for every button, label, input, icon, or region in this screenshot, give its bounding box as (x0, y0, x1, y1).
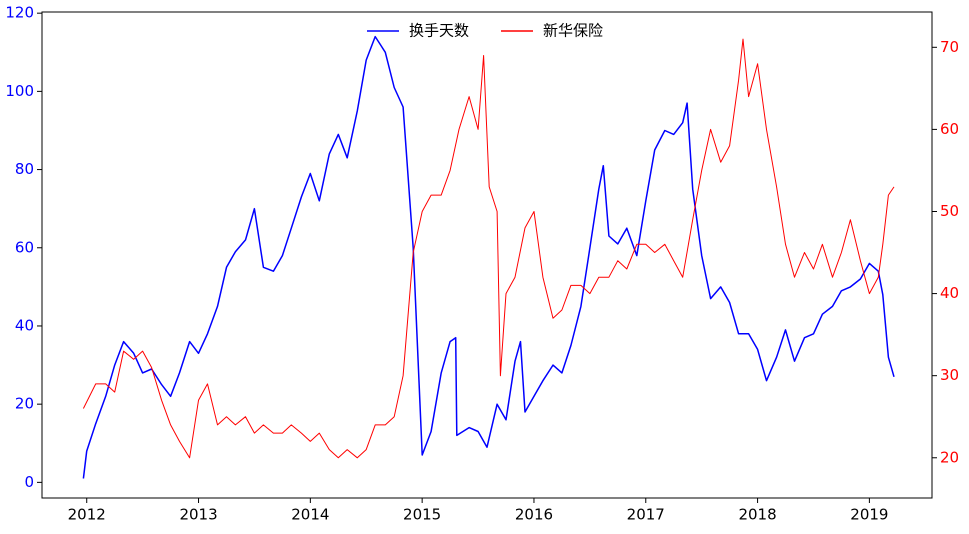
legend-label: 换手天数 (409, 22, 469, 40)
y-tick-label: 0 (24, 473, 34, 491)
y2-tick-label: 40 (940, 284, 959, 302)
x-tick-label: 2012 (68, 506, 106, 524)
y-tick-label: 120 (5, 4, 34, 22)
y2-tick-label: 20 (940, 448, 959, 466)
y2-tick-label: 30 (940, 366, 959, 384)
y-tick-label: 80 (15, 160, 34, 178)
y2-tick-label: 50 (940, 202, 959, 220)
x-tick-label: 2016 (515, 506, 553, 524)
y2-tick-label: 70 (940, 38, 959, 56)
y2-tick-label: 60 (940, 120, 959, 138)
x-tick-label: 2019 (850, 506, 888, 524)
y-tick-label: 20 (15, 395, 34, 413)
y-tick-label: 60 (15, 238, 34, 256)
y-tick-label: 40 (15, 316, 34, 334)
y-tick-label: 100 (5, 82, 34, 100)
plot-frame (41, 11, 933, 499)
legend-label: 新华保险 (543, 22, 603, 40)
series-line (82, 38, 895, 459)
x-tick-label: 2017 (627, 506, 665, 524)
x-tick-label: 2014 (291, 506, 329, 524)
x-tick-label: 2015 (403, 506, 441, 524)
series-line (82, 35, 895, 479)
x-tick-label: 2013 (179, 506, 217, 524)
x-tick-label: 2018 (738, 506, 776, 524)
